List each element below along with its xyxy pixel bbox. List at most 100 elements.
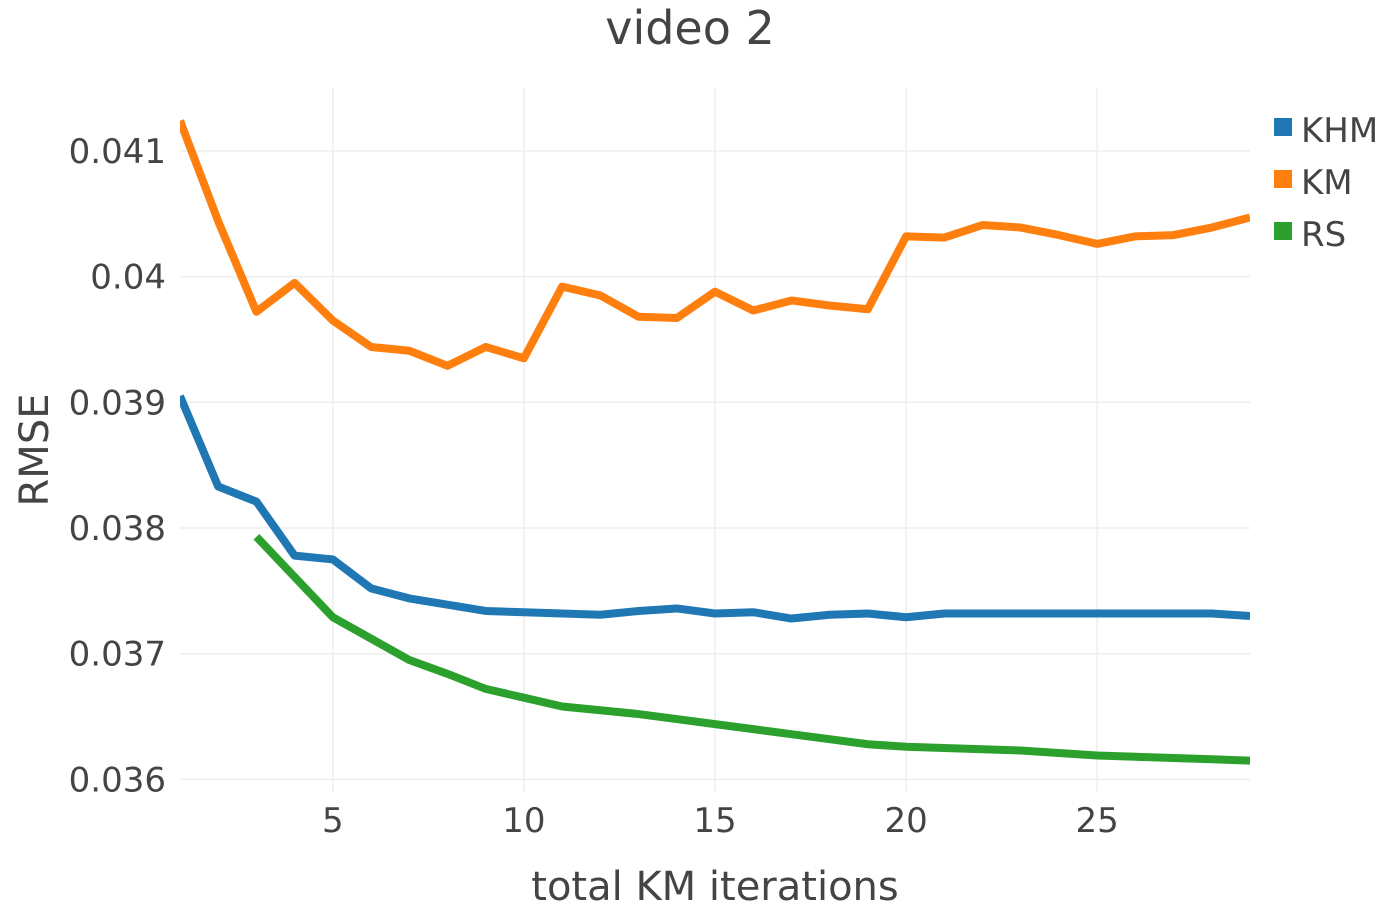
data-point — [1246, 757, 1254, 765]
data-point — [291, 279, 299, 287]
data-point — [1093, 609, 1101, 617]
data-point — [520, 608, 528, 616]
data-point — [1131, 232, 1139, 240]
data-point — [826, 301, 834, 309]
legend[interactable]: KHM KM RS — [1274, 111, 1378, 255]
data-point — [826, 735, 834, 743]
y-tick-label: 0.036 — [69, 760, 166, 800]
data-point — [596, 291, 604, 299]
data-point — [1055, 749, 1063, 757]
x-tick-label: 20 — [884, 801, 927, 841]
legend-swatch — [1274, 170, 1292, 188]
grid — [180, 88, 1250, 792]
y-tick-label: 0.038 — [69, 509, 166, 549]
data-point — [558, 609, 566, 617]
data-point — [329, 317, 337, 325]
legend-item-rs[interactable]: RS — [1274, 215, 1346, 255]
series-km — [176, 117, 1254, 370]
data-point — [902, 232, 910, 240]
data-point — [291, 573, 299, 581]
data-point — [1017, 609, 1025, 617]
data-point — [1208, 224, 1216, 232]
data-point — [749, 725, 757, 733]
data-point — [979, 609, 987, 617]
data-point — [979, 221, 987, 229]
x-tick-label: 5 — [322, 801, 344, 841]
data-point — [979, 745, 987, 753]
data-point — [902, 743, 910, 751]
data-point — [864, 609, 872, 617]
data-point — [1093, 240, 1101, 248]
data-point — [367, 635, 375, 643]
data-point — [1093, 752, 1101, 760]
data-point — [596, 706, 604, 714]
data-point — [329, 613, 337, 621]
data-point — [176, 392, 184, 400]
data-point — [635, 313, 643, 321]
legend-swatch — [1274, 118, 1292, 136]
axis-ticks: 0.036 0.037 0.038 0.039 0.04 0.041 5 10 15 20 25 — [69, 132, 1119, 841]
data-point — [405, 656, 413, 664]
data-point — [1246, 213, 1254, 221]
x-tick-label: 15 — [693, 801, 736, 841]
data-point — [787, 296, 795, 304]
data-point — [176, 117, 184, 125]
data-point — [367, 343, 375, 351]
data-point — [405, 347, 413, 355]
data-point — [1170, 754, 1178, 762]
data-point — [749, 307, 757, 315]
data-point — [329, 555, 337, 563]
data-point — [1170, 609, 1178, 617]
data-point — [252, 533, 260, 541]
legend-swatch — [1274, 222, 1292, 240]
data-point — [405, 594, 413, 602]
data-point — [214, 483, 222, 491]
data-point — [787, 615, 795, 623]
y-tick-label: 0.037 — [69, 635, 166, 675]
data-point — [635, 710, 643, 718]
data-point — [1055, 609, 1063, 617]
data-point — [482, 343, 490, 351]
data-point — [940, 609, 948, 617]
data-point — [520, 694, 528, 702]
data-point — [902, 613, 910, 621]
data-point — [558, 283, 566, 291]
data-point — [1208, 755, 1216, 763]
data-point — [252, 308, 260, 316]
series-line-khm — [180, 394, 1250, 623]
data-point — [826, 611, 834, 619]
data-point — [558, 703, 566, 711]
data-point — [291, 552, 299, 560]
legend-item-khm[interactable]: KHM — [1274, 111, 1378, 151]
data-point — [940, 234, 948, 242]
legend-label: RS — [1301, 215, 1346, 255]
series-line-rs — [253, 534, 1250, 765]
x-axis-title: total KM iterations — [531, 864, 898, 907]
y-axis-title: RMSE — [12, 394, 58, 507]
legend-item-km[interactable]: KM — [1274, 163, 1353, 203]
x-tick-label: 25 — [1076, 801, 1119, 841]
data-point — [482, 685, 490, 693]
chart-title: video 2 — [605, 1, 775, 55]
data-point — [711, 609, 719, 617]
data-point — [787, 730, 795, 738]
data-point — [1131, 753, 1139, 761]
data-point — [635, 607, 643, 615]
legend-label: KHM — [1301, 111, 1378, 151]
data-point — [1246, 612, 1254, 620]
data-point — [252, 498, 260, 506]
data-point — [749, 608, 757, 616]
data-point — [711, 720, 719, 728]
series-khm — [176, 392, 1254, 623]
data-point — [673, 314, 681, 322]
data-point — [864, 740, 872, 748]
y-tick-label: 0.039 — [69, 383, 166, 423]
data-point — [482, 607, 490, 615]
data-point — [1055, 231, 1063, 239]
data-point — [214, 217, 222, 225]
data-point — [711, 288, 719, 296]
data-point — [444, 670, 452, 678]
x-tick-label: 10 — [502, 801, 545, 841]
series-rs — [252, 533, 1254, 765]
